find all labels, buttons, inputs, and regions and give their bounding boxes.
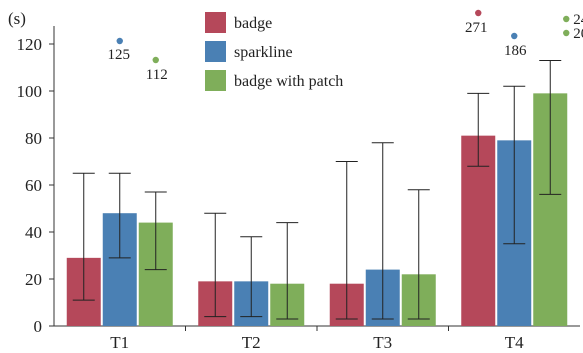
outlier-point <box>152 56 159 64</box>
outlier-label: 186 <box>504 43 527 59</box>
y-tick-label: 0 <box>34 317 43 336</box>
y-tick-label: 60 <box>25 176 42 195</box>
x-category-label: T1 <box>110 333 129 352</box>
outlier-point <box>563 15 570 23</box>
y-tick-label: 20 <box>25 270 42 289</box>
x-category-label: T4 <box>505 333 524 352</box>
outlier-point <box>116 37 123 45</box>
x-category-label: T3 <box>373 333 392 352</box>
outlier-label: 271 <box>465 20 488 36</box>
legend-label: sparkline <box>234 44 293 61</box>
legend-swatch-badge-with-patch <box>205 70 226 91</box>
y-tick-label: 100 <box>17 82 43 101</box>
legend-label: badge with patch <box>234 73 343 90</box>
outlier-label: 242 <box>573 12 583 28</box>
bar-badge-T4 <box>461 135 496 326</box>
outlier-point <box>511 32 518 40</box>
outlier-point <box>475 9 482 17</box>
legend-swatch-badge <box>205 12 226 33</box>
legend-label: badge <box>234 15 272 32</box>
y-axis-unit: (s) <box>8 9 26 28</box>
y-tick-label: 40 <box>25 223 42 242</box>
outlier-point <box>563 29 570 37</box>
outlier-label: 112 <box>146 67 168 83</box>
legend-swatch-sparkline <box>205 41 226 62</box>
y-tick-label: 120 <box>17 35 43 54</box>
y-tick-label: 80 <box>25 129 42 148</box>
x-category-label: T2 <box>242 333 261 352</box>
outlier-label: 125 <box>108 47 131 63</box>
outlier-label: 202 <box>573 26 583 42</box>
